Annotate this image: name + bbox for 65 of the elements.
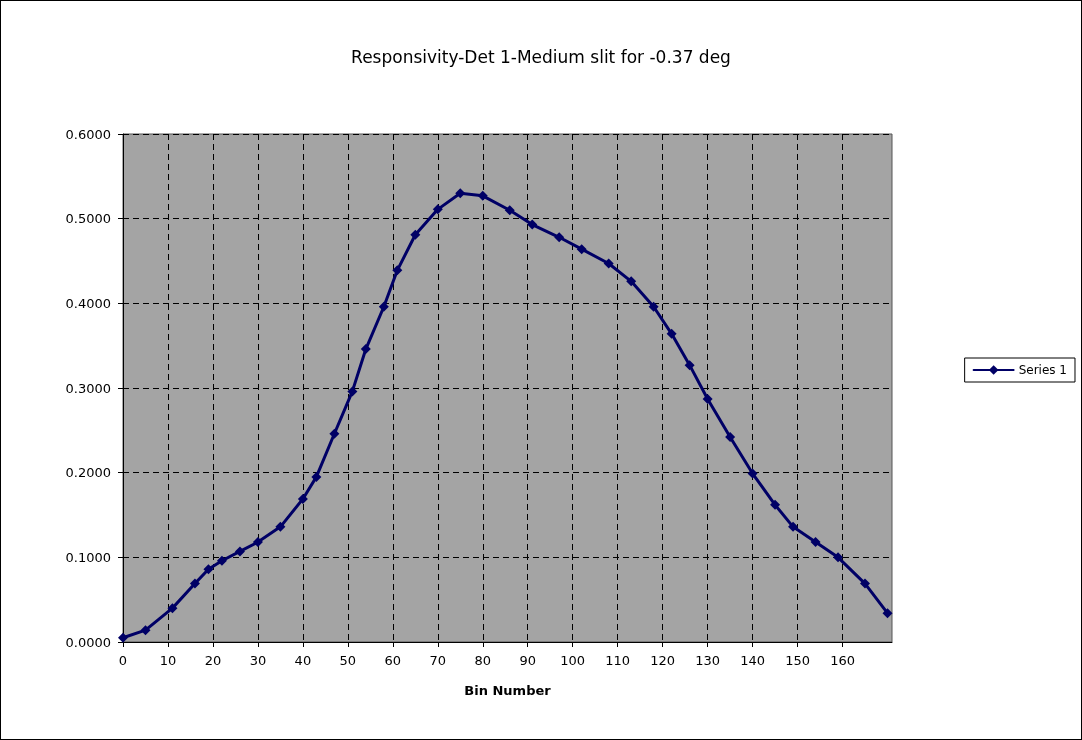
point [554,232,565,243]
point [603,258,614,269]
x-tick-label: 70 [429,653,447,668]
x-tick-label: 150 [785,653,810,668]
point [392,265,403,276]
x-tick-label: 10 [159,653,177,668]
point [810,537,821,548]
point [297,493,308,504]
x-tick-label: 60 [384,653,402,668]
x-tick-label: 80 [474,653,492,668]
point [216,555,227,566]
x-tick-label: 100 [560,653,586,668]
x-tick-label: 40 [294,653,312,668]
point [252,537,263,548]
y-tick-label: 0.2000 [65,465,111,481]
point [360,344,371,355]
point [410,229,421,240]
point [702,394,713,405]
point [378,301,389,312]
x-tick-label: 120 [650,653,676,668]
point [527,219,538,230]
y-tick-label: 0.0000 [65,634,111,650]
point [860,578,871,589]
point [747,468,758,479]
point [347,386,358,397]
y-tick-label: 0.4000 [65,295,111,311]
point [167,603,178,614]
chart-title: Responsivity-Det 1-Medium slit for -0.37 deg [351,46,731,67]
point [684,360,695,371]
point [118,632,128,643]
point [504,205,515,216]
x-tick-label: 20 [204,653,222,668]
x-tick-label: 110 [605,653,631,668]
point [882,608,893,619]
point [275,521,286,532]
x-tick-label: 140 [740,653,765,668]
point [833,552,844,563]
x-tick-label: 160 [830,653,855,668]
y-tick-label: 0.5000 [65,211,111,227]
legend-label: Series 1 [1018,363,1068,377]
point [725,432,736,443]
point [666,328,677,339]
y-tick-label: 0.1000 [65,549,111,565]
point [189,578,200,589]
point [432,204,443,215]
y-tick-label: 0.6000 [65,126,111,142]
point [455,188,466,199]
point [477,190,488,201]
point [234,546,245,557]
x-axis-title: Bin Number [464,683,552,698]
x-tick-label: 30 [249,653,267,668]
point [329,428,340,439]
point [648,301,659,312]
x-tick-label: 130 [695,653,721,668]
point [576,244,587,255]
point [311,471,322,482]
point [770,499,781,510]
point [626,276,637,287]
y-tick-label: 0.3000 [65,380,111,396]
point [203,564,214,575]
x-tick-label: 90 [519,653,537,668]
point [140,625,151,636]
point [788,521,799,532]
x-tick-label: 0 [118,653,128,668]
x-tick-label: 50 [339,653,357,668]
